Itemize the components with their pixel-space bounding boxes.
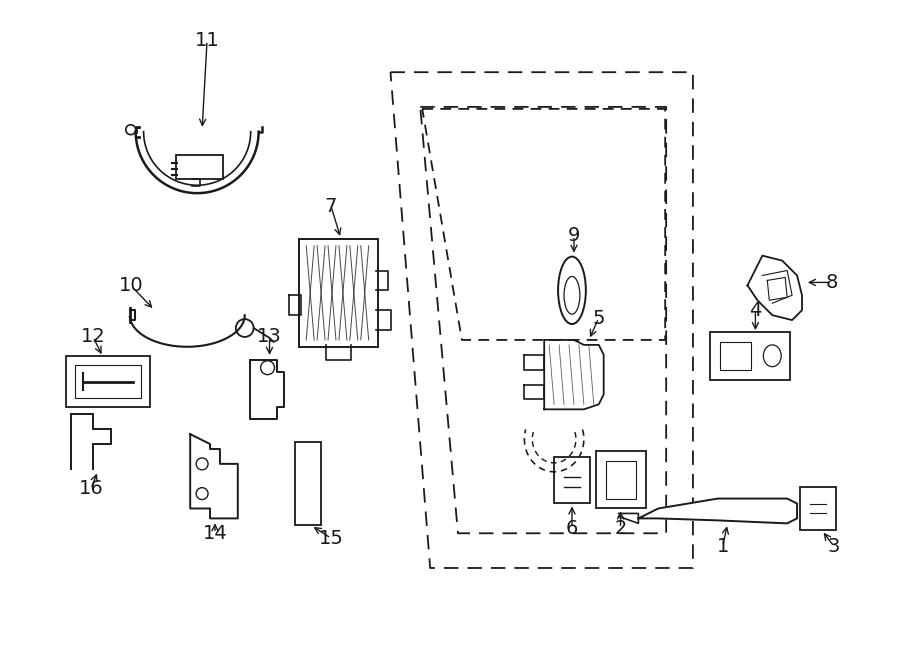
Text: 7: 7: [325, 196, 338, 215]
Text: 13: 13: [257, 327, 282, 346]
Text: 6: 6: [566, 519, 578, 538]
Text: 8: 8: [825, 273, 838, 292]
Ellipse shape: [564, 276, 580, 314]
Text: 1: 1: [716, 537, 729, 556]
Text: 2: 2: [615, 519, 626, 538]
FancyBboxPatch shape: [710, 332, 790, 379]
FancyBboxPatch shape: [295, 442, 321, 525]
FancyBboxPatch shape: [554, 457, 590, 502]
Text: 4: 4: [749, 301, 761, 320]
Text: 12: 12: [81, 327, 105, 346]
Text: 5: 5: [592, 309, 605, 328]
Text: 3: 3: [828, 537, 840, 556]
FancyBboxPatch shape: [76, 365, 140, 399]
Circle shape: [126, 125, 136, 135]
FancyBboxPatch shape: [300, 239, 378, 347]
FancyBboxPatch shape: [176, 155, 223, 179]
FancyBboxPatch shape: [720, 342, 751, 369]
Ellipse shape: [558, 256, 586, 324]
Polygon shape: [638, 498, 797, 524]
FancyBboxPatch shape: [596, 451, 646, 508]
Text: 10: 10: [119, 276, 143, 295]
Ellipse shape: [763, 345, 781, 367]
Text: 9: 9: [568, 226, 580, 245]
Text: 16: 16: [78, 479, 104, 498]
FancyBboxPatch shape: [606, 461, 636, 498]
Text: 14: 14: [202, 524, 228, 543]
FancyBboxPatch shape: [800, 486, 836, 530]
Text: 15: 15: [319, 529, 344, 548]
FancyBboxPatch shape: [67, 356, 149, 407]
Text: 11: 11: [194, 31, 220, 50]
